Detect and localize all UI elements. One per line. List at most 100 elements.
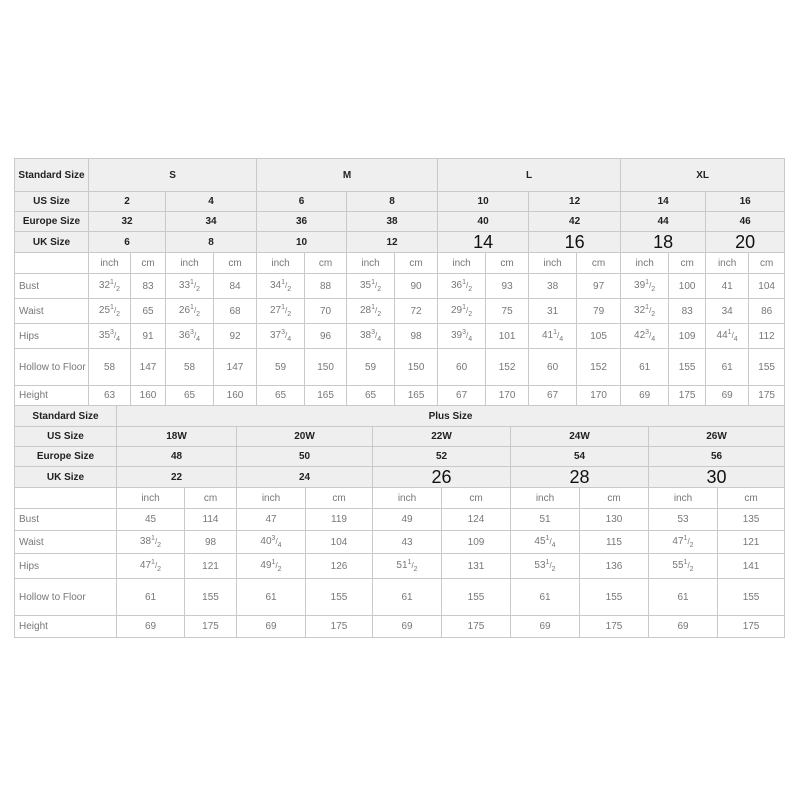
unit-cm: cm	[441, 487, 511, 509]
measurement-cell: 69	[510, 615, 580, 638]
measurement-cell: 165	[304, 385, 348, 406]
fraction-whole: 44	[716, 329, 728, 341]
unit-inch: inch	[116, 487, 185, 509]
fraction-whole: 36	[178, 329, 191, 341]
measurement-cell: 45	[116, 508, 185, 531]
fraction-denominator: 4	[196, 335, 201, 343]
measurement-cell: 84	[212, 273, 258, 299]
unit-cm: cm	[394, 252, 439, 274]
uk-size-value: 28	[510, 466, 649, 488]
measurement-cell: 65	[165, 385, 214, 406]
europe-size-value: 56	[647, 446, 786, 467]
measurement-cell: 69	[236, 615, 306, 638]
measurement-cell: 363/4	[165, 323, 214, 349]
fraction-denominator: 2	[651, 285, 656, 293]
measurement-cell: 41	[705, 273, 750, 299]
europe-size-value: 34	[164, 211, 258, 232]
measurement-cell: 136	[579, 553, 649, 579]
measurement-cell: 531/2	[510, 553, 580, 579]
unit-inch: inch	[346, 252, 396, 274]
measurement-cell: 491/2	[236, 553, 306, 579]
unit-inch: inch	[705, 252, 750, 274]
measurement-cell: 471/2	[648, 530, 718, 554]
europe-size-label: Europe Size	[14, 446, 117, 467]
europe-size-value: 52	[372, 446, 511, 467]
unit-row: inch cm inch cm inch cm inch cm inch cm inch cm inch…	[14, 252, 786, 274]
measurement-cell: 451/4	[510, 530, 580, 554]
measurement-row: Waist 381/2 98 403/4 104 43 109 451/4 115 471/2 12…	[14, 530, 786, 554]
fraction-denominator: 2	[377, 310, 382, 318]
fraction-numerator: 1	[281, 303, 285, 311]
measurement-cell: 147	[212, 348, 258, 386]
unit-label-blank	[14, 252, 89, 274]
measurement-cell: 53	[648, 508, 718, 531]
measurement-cell: 69	[705, 385, 750, 406]
measurement-cell: 170	[485, 385, 530, 406]
uk-size-value: 30	[647, 466, 786, 488]
unit-cm: cm	[212, 252, 258, 274]
measurement-label: Hips	[14, 323, 89, 349]
measurement-cell: 59	[346, 348, 396, 386]
fraction-denominator: 2	[689, 541, 694, 549]
measurement-label: Hips	[14, 553, 117, 579]
fraction-whole: 26	[178, 304, 191, 316]
unit-cm: cm	[748, 252, 786, 274]
unit-inch: inch	[528, 252, 578, 274]
measurement-cell: 68	[212, 298, 258, 324]
standard-size-row: Standard Size S M L XL	[14, 158, 786, 192]
measurement-cell: 331/2	[165, 273, 214, 299]
unit-label-blank	[14, 487, 117, 509]
uk-size-value: 10	[256, 231, 348, 253]
fraction-numerator: 1	[462, 278, 467, 286]
measurement-cell: 361/2	[437, 273, 487, 299]
fraction-whole: 37	[269, 329, 282, 341]
measurement-cell: 165	[394, 385, 439, 406]
europe-size-label: Europe Size	[14, 211, 89, 232]
measurement-cell: 155	[579, 578, 649, 616]
fraction-numerator: 1	[545, 558, 550, 566]
size-group-header: M	[256, 158, 439, 192]
measurement-cell: 75	[485, 298, 530, 324]
measurement-cell: 47	[236, 508, 306, 531]
measurement-cell: 60	[528, 348, 578, 386]
fraction-whole: 35	[98, 329, 111, 341]
fraction-denominator: 2	[277, 565, 282, 573]
size-group-header: L	[437, 158, 622, 192]
measurement-cell: 61	[620, 348, 670, 386]
unit-cm: cm	[576, 252, 622, 274]
fraction-whole: 41	[541, 329, 554, 341]
fraction-whole: 34	[269, 279, 282, 291]
uk-size-value: 16	[528, 231, 622, 253]
measurement-cell: 96	[304, 323, 348, 349]
standard-size-chart: Standard Size S M L XL US Size 2 4 6 8 10 12 14 16 Eur…	[14, 158, 786, 406]
measurement-cell: 112	[748, 323, 786, 349]
europe-size-row: Europe Size 32 34 36 38 40 42 44 46	[14, 211, 786, 232]
fraction-denominator: 4	[287, 335, 292, 343]
fraction-whole: 28	[359, 304, 372, 316]
fraction-numerator: 1	[683, 534, 688, 542]
fraction-whole: 47	[672, 535, 684, 547]
measurement-cell: 511/2	[372, 553, 442, 579]
measurement-cell: 321/2	[88, 273, 131, 299]
measurement-cell: 175	[716, 615, 786, 638]
measurement-cell: 100	[668, 273, 707, 299]
measurement-cell: 124	[441, 508, 511, 531]
measurement-cell: 175	[579, 615, 649, 638]
unit-cm: cm	[716, 487, 786, 509]
fraction-numerator: 1	[110, 278, 114, 286]
us-size-label: US Size	[14, 426, 117, 447]
measurement-cell: 104	[305, 530, 373, 554]
measurement-cell: 93	[485, 273, 530, 299]
measurement-cell: 65	[346, 385, 396, 406]
us-size-value: 10	[437, 191, 530, 212]
plus-size-chart: Standard Size Plus Size US Size 18W 20W 22W 24…	[14, 405, 786, 638]
unit-row: inch cm inch cm inch cm inch cm inch cm	[14, 487, 786, 509]
measurement-row: Bust 321/2 83 331/2 84 341/2 88 351/2 90 361/2 93 3…	[14, 273, 786, 299]
fraction-whole: 32	[634, 304, 646, 316]
unit-cm: cm	[305, 487, 373, 509]
unit-cm: cm	[304, 252, 348, 274]
fraction-denominator: 4	[277, 541, 282, 549]
us-size-value: 16	[705, 191, 786, 212]
measurement-cell: 104	[748, 273, 786, 299]
measurement-cell: 31	[528, 298, 578, 324]
